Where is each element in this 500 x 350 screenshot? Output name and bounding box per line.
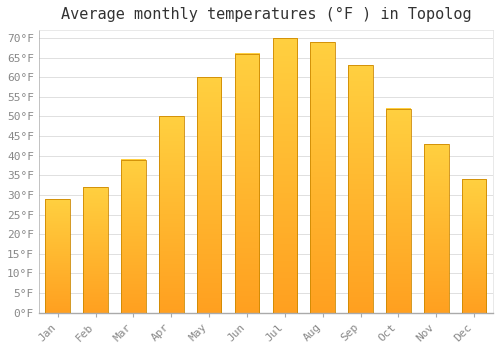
Bar [462,179,486,313]
Bar [424,144,448,313]
Bar [310,42,335,313]
Bar [234,54,260,313]
Bar [84,187,108,313]
Title: Average monthly temperatures (°F ) in Topolog: Average monthly temperatures (°F ) in To… [60,7,471,22]
Bar [159,117,184,313]
Bar [197,77,222,313]
Bar [272,38,297,313]
Bar [348,65,373,313]
Bar [386,108,410,313]
Bar [121,160,146,313]
Bar [46,199,70,313]
